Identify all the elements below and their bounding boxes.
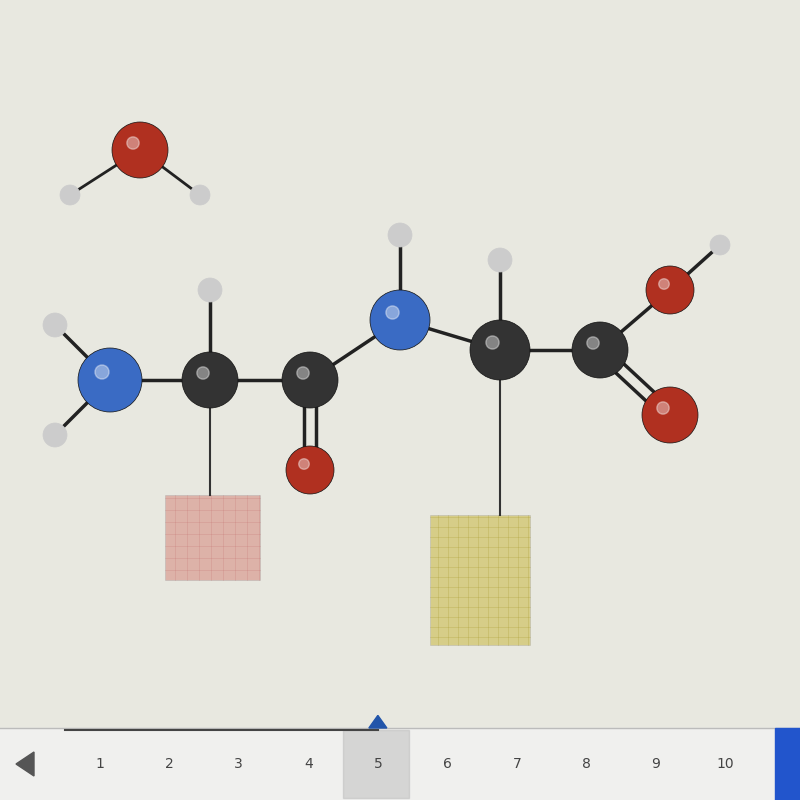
Circle shape bbox=[587, 337, 599, 349]
Circle shape bbox=[710, 235, 730, 255]
Bar bbox=[0, 728, 800, 800]
Text: 8: 8 bbox=[582, 757, 591, 771]
Text: 2: 2 bbox=[165, 757, 174, 771]
Circle shape bbox=[95, 365, 109, 379]
Circle shape bbox=[388, 223, 412, 247]
Circle shape bbox=[190, 185, 210, 205]
Circle shape bbox=[112, 122, 168, 178]
Circle shape bbox=[370, 290, 430, 350]
Circle shape bbox=[486, 336, 499, 349]
Circle shape bbox=[127, 137, 139, 149]
Circle shape bbox=[658, 278, 670, 290]
Text: 9: 9 bbox=[651, 757, 660, 771]
Circle shape bbox=[470, 320, 530, 380]
FancyBboxPatch shape bbox=[430, 515, 530, 645]
Circle shape bbox=[78, 348, 142, 412]
Circle shape bbox=[197, 367, 209, 379]
Circle shape bbox=[198, 278, 222, 302]
Text: 3: 3 bbox=[234, 757, 243, 771]
Text: 4: 4 bbox=[304, 757, 313, 771]
Polygon shape bbox=[369, 715, 387, 728]
Text: 5: 5 bbox=[374, 757, 382, 771]
Bar bbox=[775, 728, 800, 800]
Circle shape bbox=[43, 423, 67, 447]
FancyBboxPatch shape bbox=[165, 495, 260, 580]
Circle shape bbox=[298, 458, 310, 470]
Text: 6: 6 bbox=[443, 757, 452, 771]
Circle shape bbox=[297, 367, 309, 379]
Circle shape bbox=[572, 322, 628, 378]
Circle shape bbox=[282, 352, 338, 408]
Circle shape bbox=[488, 248, 512, 272]
Text: 1: 1 bbox=[95, 757, 104, 771]
Polygon shape bbox=[16, 752, 34, 776]
Text: 7: 7 bbox=[513, 757, 522, 771]
Text: 10: 10 bbox=[717, 757, 734, 771]
Circle shape bbox=[60, 185, 80, 205]
Circle shape bbox=[43, 313, 67, 337]
Circle shape bbox=[182, 352, 238, 408]
Circle shape bbox=[642, 387, 698, 443]
Circle shape bbox=[657, 402, 669, 414]
Circle shape bbox=[646, 266, 694, 314]
Circle shape bbox=[386, 306, 399, 319]
Circle shape bbox=[286, 446, 334, 494]
Bar bbox=[343, 730, 409, 798]
